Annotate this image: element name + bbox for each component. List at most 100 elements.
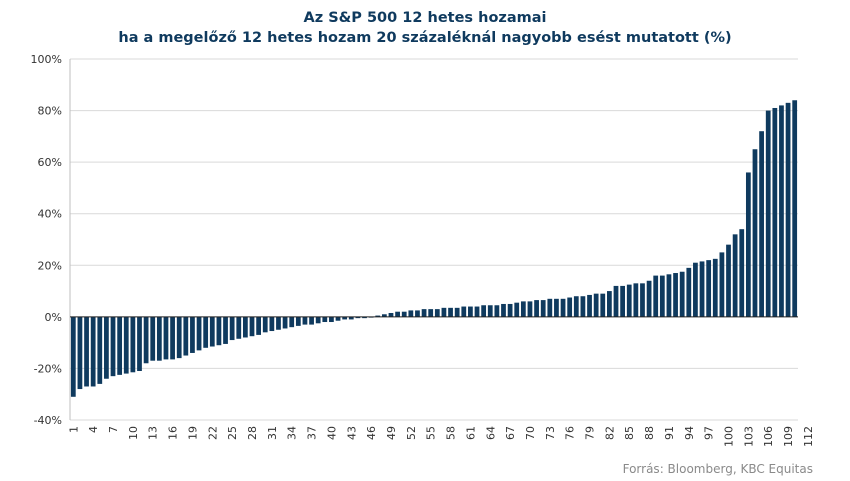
bar [183,316,189,356]
bar [441,307,447,317]
bar [507,303,513,317]
x-tick-label: 37 [306,426,319,440]
bar [90,316,96,387]
bar [295,316,301,326]
bar [606,291,612,317]
bar [348,316,354,320]
bar [355,316,361,319]
bar [560,298,566,317]
bar [779,105,784,317]
bar [170,316,175,360]
bar [84,316,89,387]
bar [256,316,262,335]
bar [593,293,599,317]
x-tick-label: 10 [127,426,140,440]
x-tick-label: 31 [266,426,279,440]
bar [216,316,222,346]
bar [137,316,142,372]
bar [289,316,295,328]
bar [242,316,248,338]
bar [580,296,586,317]
bar [726,244,731,317]
bar [772,107,778,317]
bar [520,301,526,317]
bar [130,316,136,373]
bar [381,314,387,317]
x-tick-label: 94 [683,426,696,440]
bar [540,300,546,317]
bar [534,300,539,317]
x-tick-label: 13 [147,426,160,440]
bar [97,316,103,384]
bar [686,267,692,317]
x-tick-label: 91 [663,426,676,440]
bar [514,302,520,317]
y-tick-label: 20% [38,259,62,272]
bar [123,316,129,374]
bar [309,316,314,325]
x-tick-label: 49 [385,426,398,440]
bar [362,316,367,319]
x-tick-label: 22 [206,426,219,440]
bar [329,316,334,323]
bar [673,273,678,317]
bar [719,252,725,317]
bar [150,316,156,361]
bar [567,297,573,317]
bar [554,298,559,317]
bar [335,316,341,321]
bar [745,172,751,317]
bar [70,316,76,397]
bar [481,305,487,317]
bar [620,285,626,317]
y-tick-label: -20% [34,362,62,375]
bar [262,316,268,333]
bar [699,261,705,317]
y-tick-label: 0% [45,311,62,324]
bar [163,316,169,360]
x-tick-label: 82 [603,426,616,440]
bar [77,316,83,390]
x-tick-label: 88 [643,426,656,440]
bar [547,298,553,317]
bar [666,274,672,317]
bar [501,303,506,317]
bar [421,309,427,317]
bar [176,316,182,359]
y-tick-label: 40% [38,208,62,221]
bar [732,234,738,317]
x-tick-label: 100 [723,426,736,447]
bar [143,316,149,364]
bar [527,301,533,317]
bar [739,229,745,317]
bar [653,275,659,317]
bar [203,316,209,348]
chart-title-block: Az S&P 500 12 hetes hozamai ha a megelőz… [0,8,850,48]
x-tick-label: 1 [67,426,80,433]
bar [156,316,162,361]
x-tick-label: 76 [564,426,577,440]
bar [434,309,440,317]
x-tick-label: 64 [484,426,497,440]
bar [487,305,493,317]
bar [408,310,414,317]
bar [276,316,281,330]
x-tick-label: 85 [623,426,636,440]
bar [375,315,381,317]
x-tick-label: 28 [246,426,259,440]
bar [461,306,467,317]
bar [229,316,235,341]
bar [282,316,288,329]
x-tick-label: 106 [762,426,775,447]
bar [104,316,109,379]
x-tick-label: 112 [802,426,815,447]
bar [322,316,328,323]
source-note: Forrás: Bloomberg, KBC Equitas [622,462,813,476]
bar [315,316,321,324]
bar [679,271,685,317]
bar [209,316,215,347]
x-tick-label: 73 [544,426,557,440]
bar [474,306,480,317]
y-tick-label: -40% [34,414,62,427]
